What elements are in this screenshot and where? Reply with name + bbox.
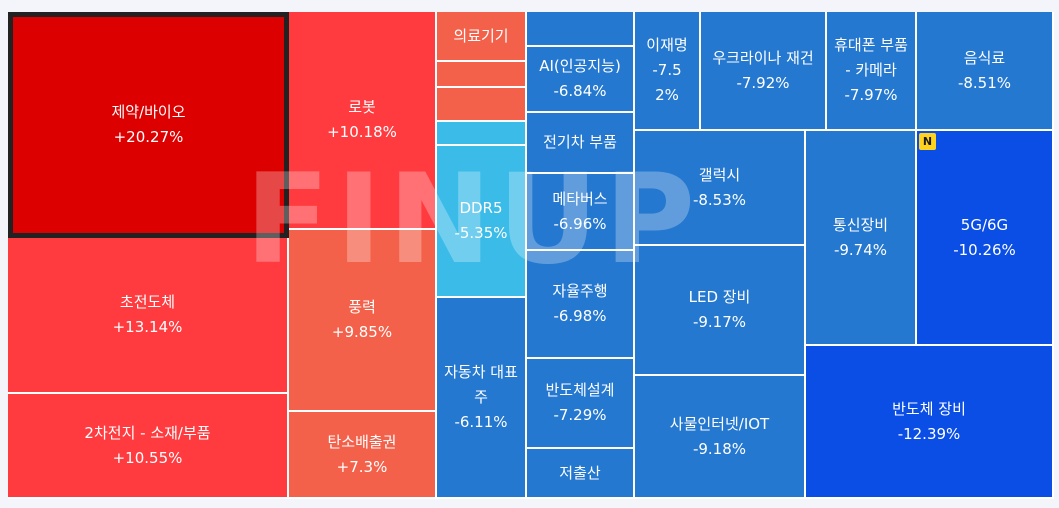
tile-name: 저출산 — [559, 463, 601, 482]
tile-change: -7.29% — [553, 406, 607, 424]
treemap-tile[interactable]: 2차전지 - 소재/부품 +10.55% — [8, 394, 289, 499]
treemap-tile[interactable]: 5G/6G -10.26% — [917, 131, 1054, 346]
treemap-tile[interactable]: 이재명 -7.52% — [635, 12, 701, 131]
tile-change: -6.98% — [553, 307, 607, 325]
tile-change: -9.18% — [692, 439, 747, 458]
tile-name: 로봇 — [348, 98, 376, 116]
tile-change: -7.52% — [652, 61, 682, 104]
tile-name: DDR5 — [459, 199, 503, 217]
treemap-tile[interactable]: DDR5 -5.35% — [437, 146, 527, 298]
tile-change: -9.74% — [833, 240, 888, 259]
tile-change: +9.85% — [331, 323, 393, 341]
tile-name: 사물인터넷/IOT — [669, 414, 770, 433]
treemap-tile[interactable] — [527, 12, 635, 47]
new-badge: N — [919, 133, 936, 150]
tile-name: 통신장비 — [832, 215, 889, 234]
treemap-tile[interactable]: 우크라이나 재건 -7.92% — [701, 12, 827, 131]
treemap-tile[interactable] — [437, 88, 527, 122]
tile-change: -6.84% — [553, 82, 607, 100]
tile-name: 초전도체 — [119, 293, 176, 311]
tile-name: 메타버스 — [552, 189, 608, 208]
treemap-tile[interactable]: 탄소배출권 +7.3% — [289, 412, 437, 499]
tile-change: -9.17% — [692, 313, 747, 331]
tile-change: -5.35% — [454, 224, 508, 242]
tile-change: +13.14% — [112, 318, 183, 336]
tile-name: 갤럭시 — [698, 165, 741, 184]
treemap-tile[interactable]: 통신장비 -9.74% — [806, 131, 917, 346]
tile-name: LED 장비 — [688, 288, 751, 306]
tile-name: AI(인공지능) — [539, 57, 621, 75]
treemap-tile[interactable]: AI(인공지능) -6.84% — [527, 47, 635, 113]
tile-name: 의료기기 — [453, 26, 509, 45]
tile-name: 풍력 — [348, 298, 376, 316]
treemap-tile[interactable]: LED 장비 -9.17% — [635, 246, 806, 376]
treemap-tile[interactable]: 제약/바이오 +20.27% — [8, 12, 289, 238]
treemap-tile[interactable]: 반도체 장비 -12.39% — [806, 346, 1054, 499]
treemap-tile[interactable]: 로봇 +10.18% — [289, 12, 437, 230]
tile-change: +10.18% — [327, 123, 397, 141]
tile-change: +10.55% — [112, 448, 183, 467]
tile-name: 음식료 — [963, 48, 1006, 67]
tile-name: 5G/6G — [960, 215, 1009, 234]
treemap-tile[interactable]: 의료기기 — [437, 12, 527, 62]
treemap-tile[interactable]: 음식료 -8.51% — [917, 12, 1054, 131]
tile-change: -6.11% — [454, 413, 508, 431]
tile-name: 2차전지 - 소재/부품 — [84, 423, 211, 442]
tile-name: 탄소배출권 — [327, 432, 397, 451]
tile-change: -8.51% — [957, 73, 1012, 92]
treemap-tile[interactable]: 자율주행 -6.98% — [527, 251, 635, 359]
tile-name: 우크라이나 재건 — [712, 48, 814, 67]
tile-name: 자율주행 — [552, 282, 608, 300]
tile-name: 반도체설계 — [545, 381, 615, 399]
tile-change: +7.3% — [336, 457, 388, 476]
tile-change: -7.97% — [844, 86, 898, 104]
tile-change: +20.27% — [113, 128, 184, 146]
tile-name: 휴대폰 부품 - 카메라 — [834, 36, 908, 79]
treemap-tile[interactable]: 저출산 — [527, 449, 635, 499]
treemap-tile[interactable] — [437, 122, 527, 146]
treemap-tile[interactable]: 반도체설계 -7.29% — [527, 359, 635, 449]
tile-name: 이재명 — [646, 36, 688, 54]
treemap-tile[interactable]: 초전도체 +13.14% — [8, 238, 289, 394]
tile-name: 반도체 장비 — [892, 399, 966, 418]
tile-name: 자동차 대표주 — [444, 363, 518, 406]
treemap-tile[interactable] — [437, 62, 527, 88]
tile-name: 전기차 부품 — [543, 133, 617, 151]
treemap-tile[interactable]: 사물인터넷/IOT -9.18% — [635, 376, 806, 499]
tile-change: -7.92% — [736, 73, 790, 92]
treemap-tile[interactable]: 갤럭시 -8.53% — [635, 131, 806, 246]
treemap-tile[interactable]: 전기차 부품 — [527, 113, 635, 174]
tile-change: -10.26% — [953, 240, 1016, 259]
tile-name: 제약/바이오 — [111, 103, 186, 121]
treemap-tile[interactable]: 자동차 대표주 -6.11% — [437, 298, 527, 499]
tile-change: -12.39% — [897, 424, 961, 443]
treemap-tile[interactable]: 메타버스 -6.96% — [527, 174, 635, 251]
treemap-tile[interactable]: 풍력 +9.85% — [289, 230, 437, 412]
treemap-tile[interactable]: 휴대폰 부품 - 카메라 -7.97% — [827, 12, 917, 131]
tile-change: -6.96% — [553, 214, 607, 233]
tile-change: -8.53% — [692, 190, 747, 209]
